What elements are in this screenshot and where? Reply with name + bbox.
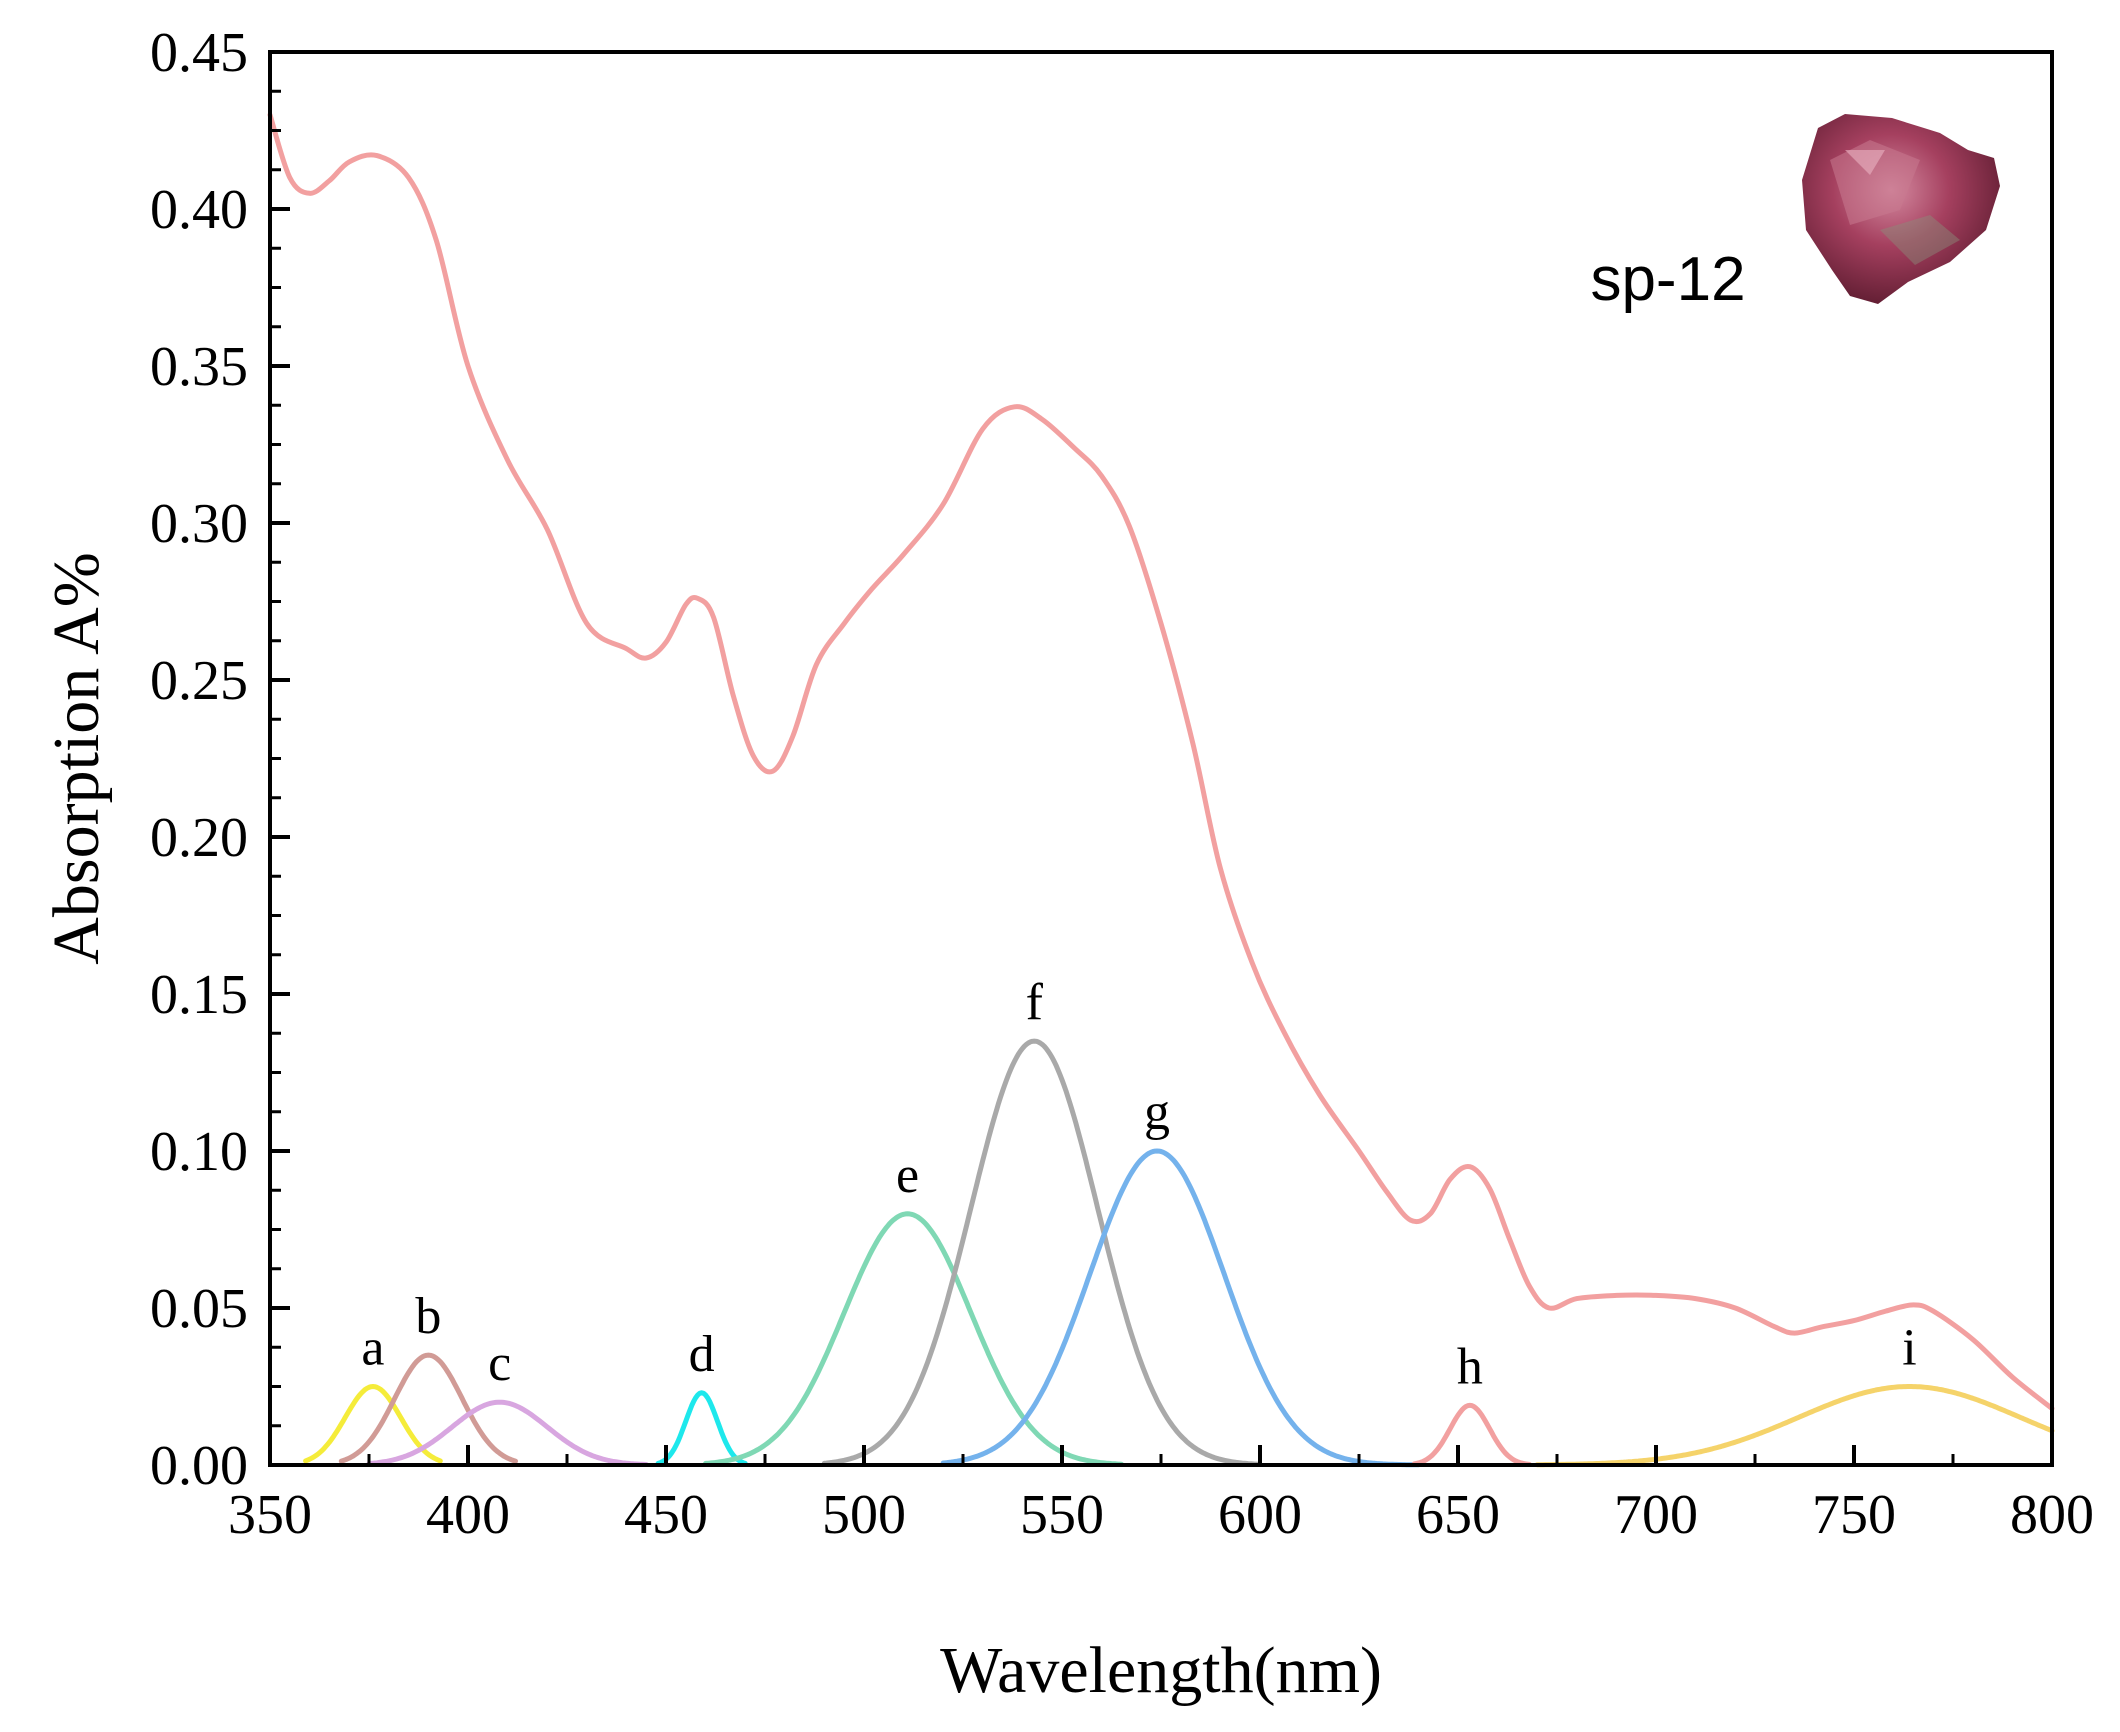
x-tick-label: 450 bbox=[624, 1484, 708, 1546]
axis-ticks-group bbox=[268, 50, 2054, 1467]
x-tick-label: 500 bbox=[822, 1484, 906, 1546]
peak-label-e: e bbox=[896, 1147, 919, 1204]
peak-curve-c bbox=[366, 1399, 649, 1467]
y-tick-label: 0.10 bbox=[150, 1121, 248, 1183]
peak-label-g: g bbox=[1144, 1084, 1170, 1141]
peak-label-a: a bbox=[361, 1320, 384, 1377]
peak-label-h: h bbox=[1457, 1338, 1483, 1395]
x-tick-label: 800 bbox=[2010, 1484, 2094, 1546]
peak-labels-group: abc d e f g h i bbox=[361, 974, 1916, 1395]
x-tick-label: 650 bbox=[1416, 1484, 1500, 1546]
x-tick-label: 600 bbox=[1218, 1484, 1302, 1546]
x-tick-label: 400 bbox=[426, 1484, 510, 1546]
peak-label-c: c bbox=[488, 1335, 511, 1392]
x-tick-label: 700 bbox=[1614, 1484, 1698, 1546]
peak-label-b: b bbox=[415, 1288, 441, 1345]
y-tick-label: 0.30 bbox=[150, 493, 248, 555]
y-axis-title: Absorption A% bbox=[40, 552, 113, 965]
x-tick-label: 350 bbox=[228, 1484, 312, 1546]
peak-curve-i bbox=[1534, 1384, 2055, 1468]
peak-curve-d bbox=[655, 1390, 748, 1466]
y-tick-label: 0.40 bbox=[150, 179, 248, 241]
peak-curve-g bbox=[940, 1148, 1421, 1468]
peak-label-i: i bbox=[1902, 1320, 1916, 1377]
plot-frame bbox=[268, 50, 2054, 1467]
x-axis-title: Wavelength(nm) bbox=[940, 1634, 1382, 1707]
plot-series-group bbox=[267, 112, 2055, 1468]
y-tick-label: 0.15 bbox=[150, 964, 248, 1026]
y-tick-label: 0.45 bbox=[150, 22, 248, 84]
y-tick-label: 0.20 bbox=[150, 807, 248, 869]
peak-label-f: f bbox=[1026, 974, 1044, 1031]
peak-label-d: d bbox=[689, 1326, 715, 1383]
peak-curve-e bbox=[703, 1211, 1124, 1467]
axis-tick-labels-group: 350 400 450 500 550 600 650 700 750 800 0.00 0.05 0.… bbox=[150, 22, 2094, 1546]
y-tick-label: 0.35 bbox=[150, 336, 248, 398]
x-tick-label: 550 bbox=[1020, 1484, 1104, 1546]
y-tick-label: 0.05 bbox=[150, 1278, 248, 1340]
y-tick-label: 0.00 bbox=[150, 1435, 248, 1497]
x-tick-label: 750 bbox=[1812, 1484, 1896, 1546]
peak-curve-b bbox=[338, 1352, 518, 1464]
y-tick-label: 0.25 bbox=[150, 650, 248, 712]
peak-curve-a bbox=[303, 1384, 443, 1464]
spectrum-line bbox=[267, 112, 2055, 1411]
sample-label: sp-12 bbox=[1590, 245, 1745, 314]
peak-curve-f bbox=[821, 1038, 1263, 1467]
peak-curve-h bbox=[1411, 1402, 1532, 1467]
gemstone-image bbox=[1802, 114, 2000, 304]
